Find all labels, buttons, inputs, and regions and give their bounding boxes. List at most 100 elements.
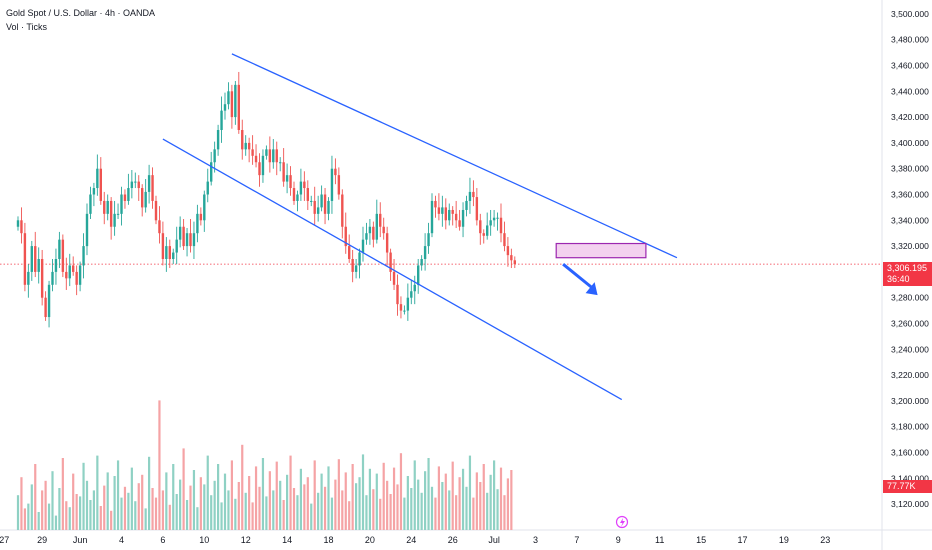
trendline-lower[interactable] [162,138,623,401]
candle-body [403,310,406,312]
volume-bar [458,477,461,530]
resistance-zone[interactable] [555,242,647,259]
volume-bar [265,496,268,530]
candle-body [82,246,85,266]
x-tick-label: Jul [488,535,500,545]
volume-bar [489,474,492,530]
symbol-title[interactable]: Gold Spot / U.S. Dollar · 4h · OANDA [6,8,156,18]
volume-bar [493,460,496,530]
candle-body [458,220,461,227]
volume-bar [465,486,468,530]
candle-body [20,220,23,234]
x-axis[interactable]: 27 29 Jun 4 6 10 12 14 18 20 24 26 Jul 3 7 9 11 15 17 19 23 [0,535,830,545]
volume-bar [375,473,378,530]
candle-body [182,226,185,247]
volume-bar [382,462,385,530]
candle-body [113,213,116,227]
candle-body [227,91,230,105]
candle-body [206,181,209,195]
candle-body [417,265,420,285]
volume-bar [127,492,130,530]
volume-bar [89,500,92,530]
volume-bar [420,492,423,530]
candle-body [72,265,75,272]
volume-bar [434,497,437,530]
y-tick-label: 3,420.000 [891,112,929,122]
y-tick-label: 3,380.000 [891,164,929,174]
volume-bar [351,464,354,530]
volume-bar [227,490,230,530]
volume-bar [486,492,489,530]
y-tick-label: 3,260.000 [891,319,929,329]
lightning-icon[interactable] [615,515,629,529]
down-arrow-shaft[interactable] [562,262,594,290]
volume-bar [510,470,513,530]
candle-body [116,213,120,215]
candle-body [220,110,223,130]
candle-body [375,213,378,240]
volume-bar [430,486,434,530]
volume-bar [137,483,140,530]
candle-body [306,188,309,201]
volume-bar [496,489,499,530]
volume-bar [230,460,233,530]
volume-bar [61,458,64,530]
candle-body [237,84,240,130]
drawings[interactable] [162,53,678,401]
candle-body [296,194,299,201]
volume-bar [68,507,71,530]
volume-bar [448,490,451,530]
volume-bar [47,503,51,530]
volume-bar [189,485,192,530]
volume-bar [168,504,171,530]
candle-body [451,209,454,214]
volume-bar [475,472,478,530]
candle-body [47,284,51,318]
volume-bar [192,470,196,530]
volume-bar [120,497,123,530]
candle-body [382,226,385,234]
volume-bars [16,400,513,530]
candle-body [75,271,78,285]
candle-body [379,213,382,227]
lightning-bolt[interactable] [620,518,625,527]
volume-bar [386,480,389,530]
volume-bar [148,456,151,530]
trendline-upper[interactable] [231,53,678,259]
candle-body [261,155,265,176]
candle-body [496,217,499,219]
candle-body [396,284,399,305]
volume-bar [413,460,416,530]
x-tick-label: 10 [199,535,209,545]
down-arrow-head[interactable] [585,282,598,296]
candle-body [320,194,323,208]
candle-body [216,130,220,150]
volume-bar [389,494,392,530]
volume-bar [241,444,244,530]
volume-indicator-label[interactable]: Vol · Ticks [6,22,48,32]
candle-body [172,252,175,259]
volume-bar [185,500,189,530]
candle-body [427,233,430,247]
x-tick-label: 9 [616,535,621,545]
y-axis[interactable]: 3,120.000 3,140.000 3,160.000 3,180.000 3,20… [891,9,929,509]
volume-bar [44,480,47,530]
candle-body [506,246,510,256]
candle-body [444,207,447,221]
x-tick-label: 23 [820,535,830,545]
candle-body [165,246,168,259]
x-tick-label: 7 [574,535,579,545]
candle-body [168,246,171,259]
y-tick-label: 3,240.000 [891,344,929,354]
candle-body [334,168,337,176]
candle-body [192,233,196,247]
volume-bar [206,455,209,530]
candle-body [486,225,489,236]
candle-body [303,181,306,189]
volume-bar [479,482,482,530]
candle-body [103,200,106,214]
candle-body [479,220,482,234]
candle-body [399,304,403,311]
